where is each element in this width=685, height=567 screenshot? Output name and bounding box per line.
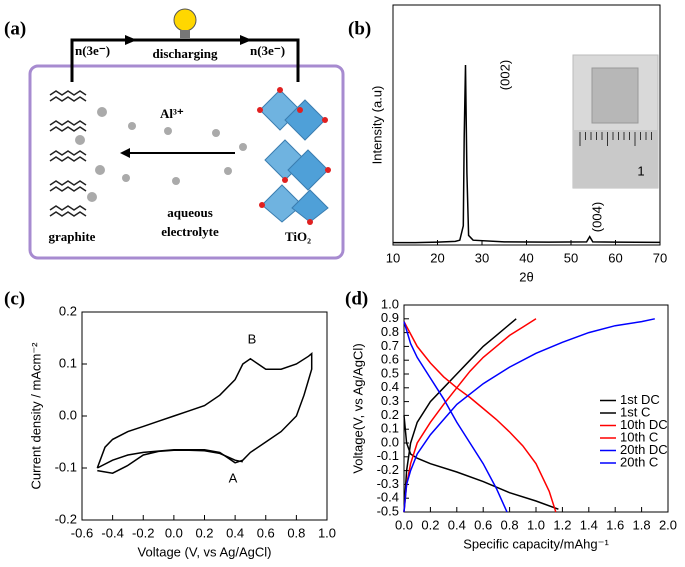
x-tick-label: 20	[430, 250, 444, 265]
x-axis-label: 2θ	[519, 269, 533, 284]
x-tick-label: -0.6	[71, 525, 93, 540]
arrow	[125, 35, 137, 45]
bulb	[173, 8, 197, 32]
x-tick-label: 0.2	[421, 517, 439, 532]
x-tick-label: 0.8	[287, 525, 305, 540]
panel-a: (a) n(3e⁻) n(3e⁻) discharging Al³⁺	[4, 8, 345, 260]
inset-photo	[572, 54, 659, 189]
data-line	[96, 351, 313, 469]
y-tick-label: 0.1	[59, 355, 77, 370]
arrowhead	[120, 148, 130, 158]
process-label: discharging	[152, 46, 218, 61]
legend-label: 1st DC	[620, 392, 660, 407]
y-tick-label: 0.3	[381, 393, 399, 408]
data-line	[393, 64, 661, 244]
x-tick-label: 0.4	[448, 517, 466, 532]
y-tick-label: -0.5	[377, 503, 399, 518]
y-tick-label: -0.4	[377, 490, 399, 505]
y-tick-label: 0.0	[59, 407, 77, 422]
data-line	[403, 318, 537, 513]
x-tick-label: 0.6	[257, 525, 275, 540]
wire	[70, 38, 300, 82]
x-axis-label: Specific capacity/mAhg⁻¹	[463, 536, 609, 551]
y-tick-label: 0.2	[59, 303, 77, 318]
y-tick-label: 0.4	[381, 379, 399, 394]
x-tick-label: 10	[386, 250, 400, 265]
annotation: B	[248, 331, 257, 346]
electrolyte-label: electrolyte	[161, 224, 219, 239]
annotation: 1	[637, 163, 644, 178]
legend-label: 20th C	[620, 454, 658, 469]
y-tick-label: 1.0	[381, 296, 399, 311]
annotation: A	[229, 470, 238, 485]
y-tick-label: 0.2	[381, 407, 399, 422]
y-tick-label: 0.9	[381, 310, 399, 325]
y-axis-label: Intensity (a.u)	[369, 86, 384, 165]
electron-label: n(3e⁻)	[75, 43, 110, 58]
legend-label: 1st C	[620, 404, 650, 419]
y-tick-label: 0.7	[381, 338, 399, 353]
panel-label: (d)	[345, 288, 368, 309]
y-tick-label: 0.5	[381, 365, 399, 380]
x-axis-label: Voltage (V, vs Ag/AgCl)	[138, 544, 272, 559]
anode-label: graphite	[49, 229, 96, 244]
x-tick-label: 30	[475, 250, 489, 265]
x-tick-label: 2.0	[659, 517, 677, 532]
legend-label: 10th DC	[620, 417, 668, 432]
x-tick-label: 40	[519, 250, 533, 265]
panel-label: (b)	[348, 18, 371, 39]
y-tick-label: 0.0	[381, 434, 399, 449]
graphite-layers	[49, 90, 87, 217]
data-line	[403, 321, 557, 513]
x-tick-label: 50	[564, 250, 578, 265]
annotation: (004)	[589, 202, 604, 232]
data-line	[403, 321, 508, 513]
bulb-base	[180, 30, 190, 38]
data-line	[403, 318, 517, 513]
x-tick-label: 70	[653, 250, 667, 265]
arrow	[240, 35, 252, 45]
ions	[75, 107, 247, 202]
y-tick-label: 0.1	[381, 421, 399, 436]
x-tick-label: 1.2	[553, 517, 571, 532]
electron-label: n(3e⁻)	[250, 43, 285, 58]
x-tick-label: 0.8	[501, 517, 519, 532]
x-tick-label: 1.0	[527, 517, 545, 532]
tio2-crystal	[257, 87, 331, 225]
x-tick-label: 0.0	[165, 525, 183, 540]
legend-label: 10th C	[620, 429, 658, 444]
x-tick-label: 1.4	[580, 517, 598, 532]
x-tick-label: 0.2	[195, 525, 213, 540]
annotation: (002)	[497, 60, 512, 90]
y-tick-label: -0.3	[377, 476, 399, 491]
x-tick-label: 1.6	[606, 517, 624, 532]
ion-label: Al³⁺	[160, 106, 184, 121]
electrolyte-label: aqueous	[167, 205, 213, 220]
y-axis-label: Current density / mAcm⁻²	[28, 342, 43, 490]
y-tick-label: -0.2	[377, 462, 399, 477]
x-tick-label: 1.8	[633, 517, 651, 532]
y-tick-label: 0.8	[381, 324, 399, 339]
x-tick-label: 0.0	[395, 517, 413, 532]
panel-label: (c)	[4, 288, 25, 309]
y-tick-label: -0.1	[55, 459, 77, 474]
data-line	[403, 415, 559, 510]
data-line	[97, 449, 243, 474]
x-tick-label: -0.4	[101, 525, 123, 540]
x-tick-label: 1.0	[318, 525, 336, 540]
x-tick-label: 0.4	[226, 525, 244, 540]
panel-label: (a)	[4, 18, 26, 39]
x-tick-label: 60	[608, 250, 622, 265]
cathode-label: TiO₂	[285, 229, 311, 244]
y-tick-label: -0.1	[377, 448, 399, 463]
plot-frame	[81, 311, 328, 521]
x-tick-label: -0.2	[132, 525, 154, 540]
y-axis-label: Voltage(V, vs Ag/AgCl)	[350, 343, 365, 473]
data-line	[403, 318, 655, 513]
legend-label: 20th DC	[620, 442, 668, 457]
x-tick-label: 0.6	[474, 517, 492, 532]
y-tick-label: -0.2	[55, 511, 77, 526]
y-tick-label: 0.6	[381, 352, 399, 367]
